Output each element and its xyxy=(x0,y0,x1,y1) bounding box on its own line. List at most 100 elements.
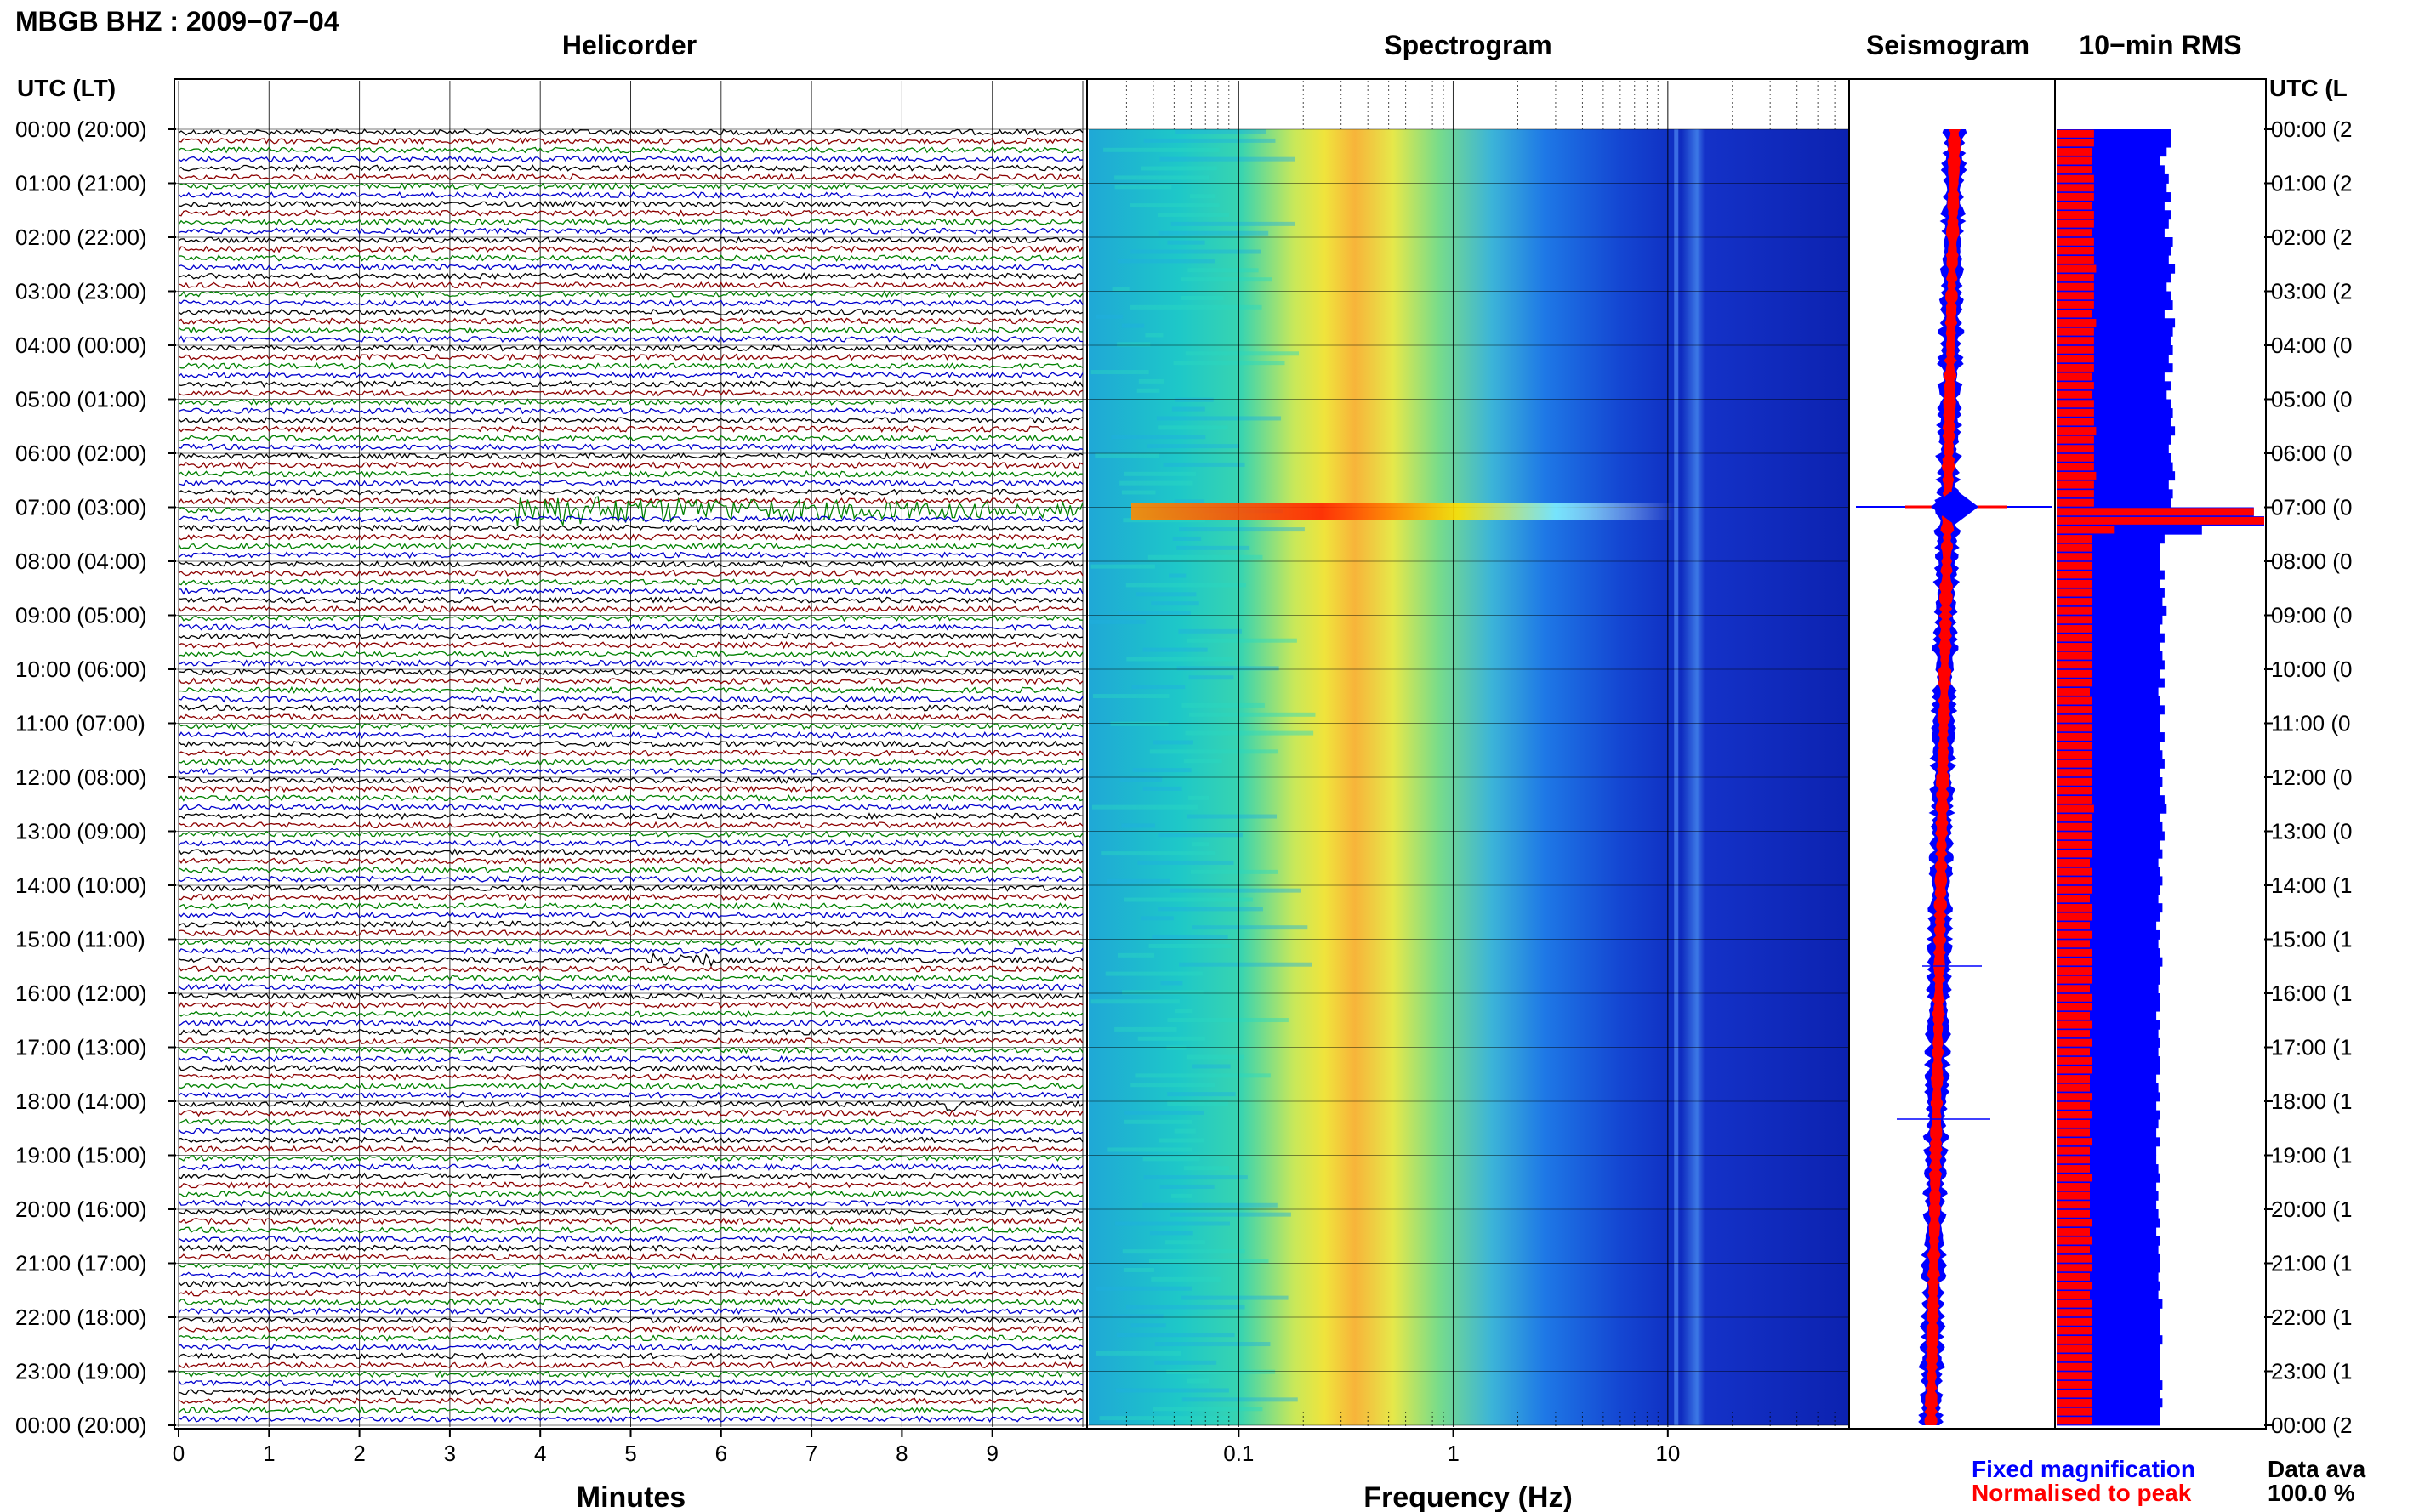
rms-bar-fixed xyxy=(2057,687,2159,697)
spectrogram-streak xyxy=(1188,795,1210,800)
rms-bar-normalised xyxy=(2057,1048,2090,1056)
spectrogram-streak xyxy=(1181,1397,1298,1402)
rms-bar-fixed xyxy=(2057,201,2165,211)
hour-label-right: 11:00 (0 xyxy=(2271,711,2350,736)
helicorder-trace xyxy=(178,1253,1084,1261)
rms-bar-fixed xyxy=(2057,173,2169,184)
helicorder-trace xyxy=(178,1244,1084,1253)
rms-bar-normalised xyxy=(2057,850,2092,858)
rms-bar-normalised xyxy=(2057,400,2094,408)
rms-bar-fixed xyxy=(2057,804,2167,814)
rms-bar-normalised xyxy=(2057,867,2092,876)
rms-bar-fixed xyxy=(2057,660,2165,670)
helicorder-trace xyxy=(178,389,1084,397)
rms-bar-fixed xyxy=(2057,417,2171,427)
spectrogram-streak xyxy=(1145,333,1164,338)
spectrogram-streak xyxy=(1111,435,1206,440)
rms-bar-fixed xyxy=(2057,1398,2163,1408)
rms-bar-normalised xyxy=(2057,1083,2090,1092)
minute-tick-label: 5 xyxy=(624,1441,636,1466)
helicorder-trace xyxy=(178,479,1084,487)
hour-label-right: 13:00 (0 xyxy=(2271,819,2352,844)
helicorder-trace xyxy=(178,416,1084,424)
rms-bar-normalised xyxy=(2057,1327,2092,1335)
spectrogram-streak xyxy=(1151,1276,1221,1282)
spectrogram-streak xyxy=(1131,685,1186,690)
spectrogram-streak xyxy=(1158,1138,1204,1143)
rms-bar-fixed xyxy=(2057,1263,2160,1273)
helicorder-trace xyxy=(178,1154,1084,1162)
rms-bar-fixed xyxy=(2057,192,2171,202)
spectrogram-streak xyxy=(1105,971,1203,976)
spectrogram-streak xyxy=(1130,203,1220,208)
helicorder-trace xyxy=(178,866,1084,874)
minute-tick-label: 8 xyxy=(896,1441,908,1466)
seismogram-event-burst xyxy=(1931,489,1978,525)
helicorder-trace xyxy=(178,551,1084,560)
hour-label-right: 00:00 (2 xyxy=(2271,117,2352,142)
hour-label-right: 03:00 (2 xyxy=(2271,279,2352,304)
spectrogram-streak xyxy=(1187,814,1278,819)
rms-bar-fixed xyxy=(2057,1164,2159,1174)
rms-bar-normalised xyxy=(2057,1362,2092,1371)
helicorder-trace xyxy=(178,929,1084,937)
helicorder-trace xyxy=(178,146,1084,154)
rms-bar-fixed xyxy=(2057,1037,2160,1048)
helicorder-trace xyxy=(178,1118,1084,1126)
rms-bar-normalised xyxy=(2057,490,2094,498)
rms-bar-normalised xyxy=(2057,958,2092,966)
helicorder-trace xyxy=(178,767,1084,775)
rms-bar-fixed xyxy=(2057,156,2160,166)
data-availability-label: Data ava xyxy=(2268,1456,2366,1482)
rms-bar-fixed xyxy=(2057,1380,2163,1390)
rms-bar-fixed xyxy=(2057,831,2165,841)
spectrogram-streak xyxy=(1187,268,1259,273)
helicorder-trace xyxy=(178,190,1084,199)
helicorder-trace xyxy=(178,1298,1084,1306)
helicorder-trace xyxy=(178,632,1084,640)
hour-label-right: 01:00 (2 xyxy=(2271,171,2352,196)
helicorder-trace xyxy=(178,857,1084,865)
spectrogram-streak xyxy=(1167,1092,1236,1097)
rms-bar-normalised xyxy=(2057,706,2092,714)
rms-bar-fixed xyxy=(2057,588,2165,598)
rms-bar-fixed xyxy=(2057,1092,2160,1102)
spectrogram-streak xyxy=(1114,175,1210,180)
rms-bar-fixed xyxy=(2057,354,2169,364)
rms-bar-fixed xyxy=(2057,435,2171,445)
rms-bar-normalised xyxy=(2057,1264,2092,1272)
hour-labels-left: 00:00 (20:00) 01:00 (21:00) 02:00 (22:00) 0… xyxy=(15,117,176,1438)
rms-bar-normalised xyxy=(2057,1254,2092,1263)
rms-bar-normalised xyxy=(2057,1299,2092,1308)
spectrogram-streak xyxy=(1147,554,1263,560)
rms-bar-fixed xyxy=(2057,615,2163,625)
spectrogram-streak xyxy=(1178,628,1242,634)
helicorder-trace xyxy=(178,1307,1084,1316)
rms-bar-normalised xyxy=(2057,922,2090,930)
spectrogram-streak xyxy=(1175,129,1266,134)
hour-label-right: 22:00 (1 xyxy=(2271,1305,2352,1330)
rms-bar-fixed xyxy=(2057,237,2173,247)
spectrogram-streak xyxy=(1158,833,1243,838)
rms-bar-fixed xyxy=(2057,1011,2157,1021)
rms-bar-normalised xyxy=(2057,1056,2092,1065)
hour-label-left: 04:00 (00:00) xyxy=(15,333,147,358)
hour-label-left: 05:00 (01:00) xyxy=(15,387,147,412)
data-availability-value: 100.0 % xyxy=(2268,1480,2355,1506)
rms-bar-fixed xyxy=(2057,929,2160,940)
rms-bar-fixed xyxy=(2057,669,2160,679)
helicorder-trace xyxy=(178,1190,1084,1198)
rms-bar-normalised xyxy=(2057,337,2094,345)
rms-bar-normalised xyxy=(2057,264,2097,273)
spectrogram-streak xyxy=(1189,194,1216,199)
rms-bar-normalised xyxy=(2057,787,2092,795)
spectrogram-texture xyxy=(1090,129,1679,1425)
spectrogram-streak xyxy=(1119,777,1163,782)
spectrogram-streak xyxy=(1153,740,1193,745)
rms-bar-normalised xyxy=(2057,1282,2092,1290)
rms-bar-fixed xyxy=(2057,1317,2160,1327)
helicorder-trace xyxy=(178,893,1084,901)
helicorder-trace xyxy=(178,344,1084,352)
rms-bar-normalised xyxy=(2057,1119,2090,1128)
spectrogram-streak xyxy=(1136,592,1197,597)
